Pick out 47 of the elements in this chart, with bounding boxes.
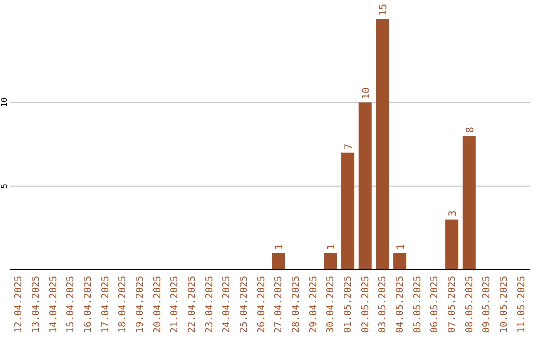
x-tick-label: 18.04.2025 [118,276,129,334]
x-tick-label: 14.04.2025 [48,276,60,334]
bar [462,136,476,270]
x-tick-label: 27.04.2025 [274,276,285,334]
bar [272,253,286,270]
data-label: 1 [326,244,338,250]
x-tick-label: 30.04.2025 [326,276,337,334]
x-tick-label: 20.04.2025 [152,276,164,334]
x-tick-label: 19.04.2025 [134,276,146,334]
x-tick-label: 24.04.2025 [222,276,233,334]
bar [376,19,390,270]
x-tick-label: 21.04.2025 [170,276,181,334]
data-label: 3 [448,210,460,217]
x-tick-label: 22.04.2025 [186,276,198,334]
data-label: 7 [344,144,356,150]
x-tick-label: 11.05.2025 [516,276,528,334]
x-tick-label: 09.05.2025 [482,276,493,334]
x-tick-label: 10.05.2025 [499,276,510,334]
x-tick-label: 04.05.2025 [395,276,406,334]
x-tick-label: 15.04.2025 [66,276,77,334]
bar [324,253,338,270]
x-tick-label: 23.04.2025 [204,276,216,334]
x-tick-label: 25.04.2025 [238,276,250,334]
x-tick-label: 05.05.2025 [412,276,424,334]
bar [358,102,372,270]
x-tick-label: 06.05.2025 [430,276,441,334]
x-tick-label: 01.05.2025 [343,276,354,334]
bar [446,220,459,270]
x-tick-label: 12.04.2025 [14,276,25,334]
x-tick-label: 08.05.2025 [464,276,476,334]
x-tick-label: 03.05.2025 [378,276,389,334]
data-label: 1 [274,244,286,250]
data-label: 15 [378,4,390,16]
x-tick-label: 29.04.2025 [308,276,320,334]
x-tick-label: 13.04.2025 [30,276,42,334]
x-tick-label: 07.05.2025 [447,276,458,334]
data-label: 8 [465,127,476,134]
bar [394,253,407,270]
data-label: 1 [396,244,408,250]
y-tick-label: 5 [0,184,9,189]
x-tick-label: 28.04.2025 [291,276,302,334]
x-tick-label: 02.05.2025 [360,276,372,334]
x-tick-label: 26.04.2025 [256,276,268,334]
data-label: 10 [361,88,372,100]
x-tick-label: 16.04.2025 [82,276,94,334]
bar [342,152,355,270]
x-tick-label: 17.04.2025 [100,276,112,334]
